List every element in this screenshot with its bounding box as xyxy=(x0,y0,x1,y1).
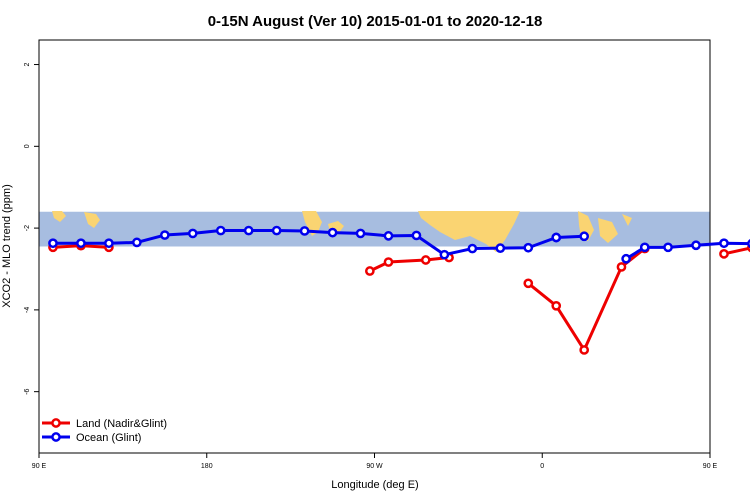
data-point xyxy=(551,300,562,311)
data-point xyxy=(132,237,142,248)
data-point xyxy=(187,228,198,239)
data-point xyxy=(299,226,310,236)
data-point xyxy=(719,238,729,249)
x-tick-label: 90 W xyxy=(366,463,383,470)
legend-ocean-label: Ocean (Glint) xyxy=(76,432,141,444)
series-line xyxy=(527,247,646,352)
x-axis-label: Longitude (deg E) xyxy=(331,479,418,491)
y-tick-label: -4 xyxy=(24,307,31,313)
data-point xyxy=(523,242,534,253)
data-point xyxy=(243,225,254,236)
x-axis: 90 E 180 90 W 0 90 E xyxy=(32,453,718,470)
data-point xyxy=(523,278,534,289)
data-point xyxy=(495,243,506,253)
data-point xyxy=(48,238,58,249)
data-point xyxy=(639,242,650,253)
y-axis-label: XCO2 - MLO trend (ppm) xyxy=(1,184,13,307)
series-line xyxy=(625,241,750,261)
data-point xyxy=(104,238,114,249)
y-tick-label: -2 xyxy=(24,225,31,231)
land-shape xyxy=(598,218,618,243)
y-tick-label: -6 xyxy=(24,388,31,394)
series-line xyxy=(369,256,450,273)
land-shape xyxy=(622,214,632,226)
data-point xyxy=(663,242,673,253)
data-point xyxy=(551,232,562,243)
x-tick-label: 0 xyxy=(540,463,544,470)
series-layer xyxy=(48,225,750,355)
x-tick-label: 180 xyxy=(201,463,213,470)
data-point xyxy=(364,266,375,276)
y-axis: 2 0 -2 -4 -6 xyxy=(24,62,39,395)
data-point xyxy=(467,243,478,254)
series-ocean xyxy=(48,225,750,264)
data-point xyxy=(271,225,282,236)
land-shape xyxy=(52,211,66,222)
ocean-band xyxy=(39,211,710,247)
land-shape xyxy=(418,211,520,252)
land-shape xyxy=(84,212,100,228)
series-land xyxy=(48,240,750,355)
x-tick-label: 90 E xyxy=(703,463,718,470)
data-point xyxy=(355,228,366,239)
x-tick-label: 90 E xyxy=(32,463,47,470)
data-point xyxy=(76,238,86,249)
legend-land-marker xyxy=(51,418,61,428)
series-line xyxy=(723,246,750,256)
data-point xyxy=(159,230,170,240)
legend-land-label: Land (Nadir&Glint) xyxy=(76,418,167,430)
data-point xyxy=(579,231,590,242)
data-point xyxy=(579,345,590,355)
data-point xyxy=(621,253,631,264)
data-point xyxy=(719,249,729,259)
data-point xyxy=(411,230,422,241)
data-point xyxy=(327,227,338,238)
land-shape xyxy=(302,211,322,236)
data-point xyxy=(383,231,394,241)
y-tick-label: 2 xyxy=(24,62,31,66)
data-point xyxy=(439,249,450,260)
y-tick-label: 0 xyxy=(24,144,31,148)
chart-title: 0-15N August (Ver 10) 2015-01-01 to 2020… xyxy=(208,13,543,30)
data-point xyxy=(383,257,394,267)
legend-ocean-marker xyxy=(51,432,61,442)
data-point xyxy=(420,255,431,265)
data-point xyxy=(215,225,226,236)
data-point xyxy=(616,262,627,272)
legend: Land (Nadir&Glint) Ocean (Glint) xyxy=(42,418,167,444)
data-point xyxy=(691,240,701,251)
